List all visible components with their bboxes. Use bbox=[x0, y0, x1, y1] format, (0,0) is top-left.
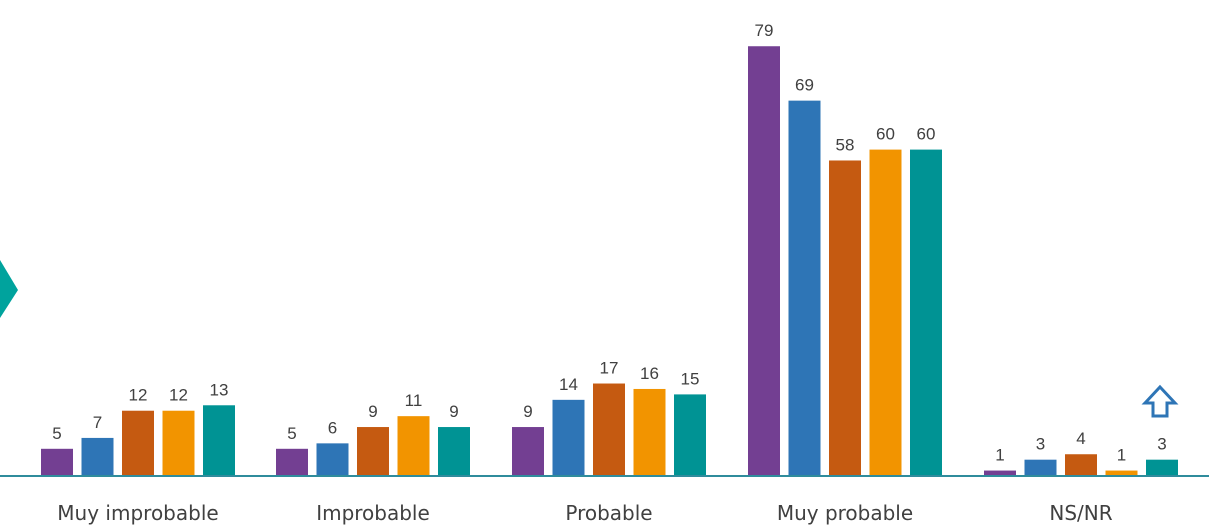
data-label: 17 bbox=[600, 359, 619, 378]
bar bbox=[122, 410, 154, 476]
data-label: 4 bbox=[1076, 429, 1085, 448]
data-label: 60 bbox=[917, 125, 936, 144]
data-label: 7 bbox=[93, 413, 102, 432]
data-label: 1 bbox=[995, 446, 1004, 465]
category-label: Probable bbox=[565, 501, 652, 525]
bar bbox=[829, 160, 861, 477]
data-label: 13 bbox=[210, 380, 229, 399]
data-label: 79 bbox=[755, 21, 774, 40]
bar bbox=[1146, 459, 1178, 476]
bar bbox=[748, 46, 780, 477]
data-label: 14 bbox=[559, 375, 578, 394]
category-label: NS/NR bbox=[1049, 501, 1112, 525]
bar bbox=[438, 427, 470, 476]
bar bbox=[788, 100, 821, 476]
bar bbox=[162, 410, 195, 476]
bar bbox=[512, 427, 544, 476]
bar bbox=[81, 437, 114, 476]
bar bbox=[41, 448, 73, 476]
bar bbox=[674, 394, 706, 476]
category-label: Muy improbable bbox=[57, 501, 218, 525]
arrow-up-outline-icon bbox=[1141, 384, 1179, 418]
data-label: 6 bbox=[328, 418, 337, 437]
bar bbox=[910, 149, 942, 476]
bar bbox=[1024, 459, 1057, 476]
data-label: 12 bbox=[129, 386, 148, 405]
data-label: 9 bbox=[523, 402, 532, 421]
bar bbox=[1105, 470, 1138, 476]
data-label: 5 bbox=[287, 424, 296, 443]
category-label: Improbable bbox=[316, 501, 430, 525]
bar bbox=[552, 399, 585, 476]
data-label: 11 bbox=[405, 391, 423, 410]
data-label: 3 bbox=[1036, 435, 1045, 454]
bar bbox=[316, 443, 349, 476]
data-label: 3 bbox=[1157, 435, 1166, 454]
data-label: 9 bbox=[368, 402, 377, 421]
data-label: 12 bbox=[169, 386, 188, 405]
data-label: 9 bbox=[449, 402, 458, 421]
bar bbox=[633, 388, 666, 476]
bar bbox=[357, 427, 389, 476]
left-chevron-marker bbox=[0, 260, 18, 318]
bar bbox=[203, 405, 235, 476]
data-label: 5 bbox=[52, 424, 61, 443]
data-label: 15 bbox=[681, 369, 700, 388]
category-labels-group: Muy improbable Improbable Probable Muy prob… bbox=[57, 501, 1112, 525]
bar bbox=[984, 470, 1016, 476]
bar bbox=[1065, 454, 1097, 476]
bar bbox=[276, 448, 308, 476]
category-label: Muy probable bbox=[777, 501, 913, 525]
data-label: 1 bbox=[1117, 446, 1126, 465]
data-label: 16 bbox=[640, 364, 659, 383]
bar bbox=[397, 416, 430, 476]
data-label: 60 bbox=[876, 125, 895, 144]
data-label: 58 bbox=[836, 135, 855, 154]
bars-group bbox=[41, 46, 1178, 477]
data-label: 69 bbox=[795, 76, 814, 95]
bar bbox=[869, 149, 902, 476]
bar bbox=[593, 383, 625, 476]
